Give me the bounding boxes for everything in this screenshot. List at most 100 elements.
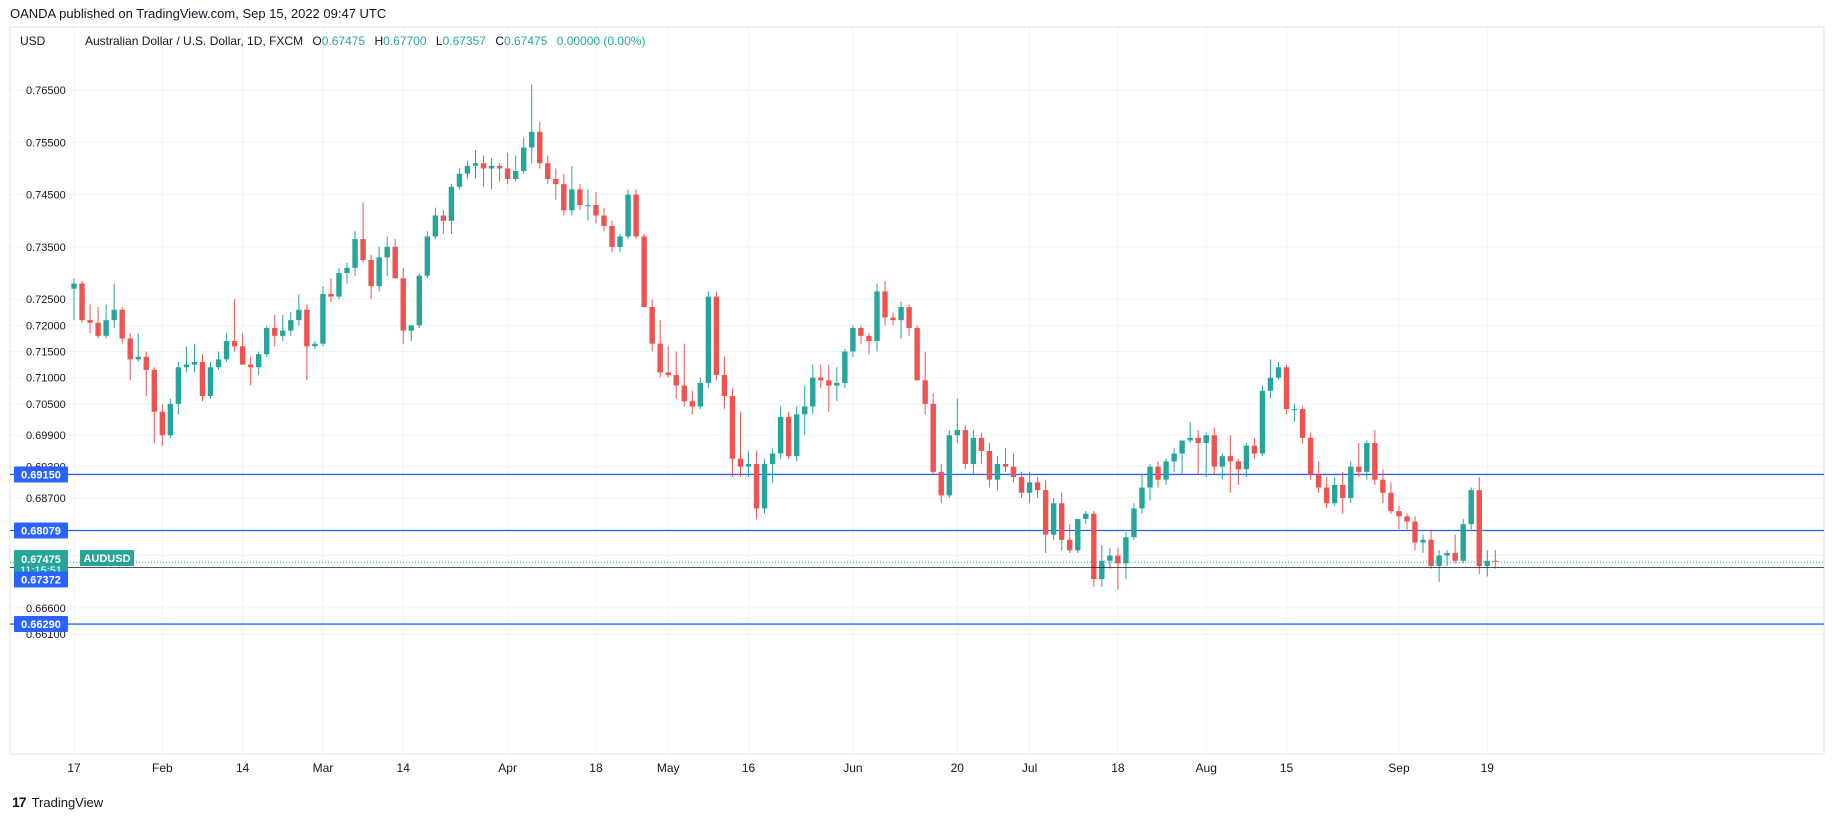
candle-body	[938, 471, 944, 496]
hline-price-label: 0.68079	[21, 525, 61, 537]
candle-body	[424, 236, 431, 276]
candle	[1291, 403, 1298, 423]
time-axis: 17 Feb 14 Mar 14 Apr 18 May 16 Jun 20 Jul 18 Aug 15 Sep…	[67, 761, 1494, 775]
candle	[1179, 440, 1185, 475]
candle	[1107, 547, 1113, 569]
time-tick-label: Jul	[1022, 761, 1037, 775]
time-tick-label: Mar	[313, 761, 334, 775]
candle	[1050, 498, 1057, 540]
candle-body	[890, 317, 896, 321]
time-tick-label: Aug	[1196, 761, 1217, 775]
candle	[954, 398, 960, 444]
published-header: OANDA published on TradingView.com, Sep …	[10, 6, 387, 21]
candle-body	[1315, 474, 1322, 488]
candle-body	[1058, 503, 1065, 540]
candle-body	[1323, 487, 1330, 504]
candle	[898, 301, 904, 339]
candle	[1404, 513, 1410, 530]
candle-body	[922, 380, 928, 404]
candle	[657, 320, 663, 378]
candle	[729, 388, 736, 478]
candle	[826, 364, 832, 412]
candle-body	[167, 403, 174, 436]
candle-body	[1396, 511, 1402, 517]
candle	[1083, 511, 1089, 525]
candle-body	[1420, 539, 1426, 543]
candle	[207, 362, 214, 399]
time-tick-label: 14	[397, 761, 411, 775]
candle	[1460, 518, 1466, 564]
candle	[1075, 518, 1081, 553]
candle-body	[986, 450, 993, 480]
candle-body	[954, 430, 960, 436]
candle-body	[1091, 513, 1097, 580]
candle	[1283, 364, 1290, 415]
candle	[1147, 464, 1153, 501]
candle-body	[769, 453, 776, 464]
candle-body	[529, 131, 535, 148]
candle	[151, 367, 157, 444]
candle	[1139, 474, 1145, 514]
candle	[504, 152, 511, 185]
candle-body	[577, 189, 583, 206]
candle-body	[1131, 508, 1137, 538]
candle-body	[1404, 516, 1410, 522]
candle-body	[1348, 466, 1354, 498]
candle	[95, 307, 101, 339]
legend-c-label: C	[495, 34, 504, 48]
horizontal-lines	[10, 473, 1824, 625]
time-tick-label: May	[657, 761, 680, 775]
candles	[71, 84, 1499, 590]
time-tick-label: 18	[589, 761, 603, 775]
candle-body	[1010, 466, 1017, 478]
candle-body	[504, 168, 511, 179]
candle-body	[223, 341, 230, 360]
candle	[785, 411, 792, 459]
candle-body	[633, 194, 639, 237]
candle	[1227, 435, 1234, 493]
candle-body	[601, 215, 607, 226]
candle	[842, 348, 848, 389]
candle-body	[1050, 503, 1057, 535]
candle-body	[71, 283, 77, 289]
candle-body	[1259, 390, 1266, 454]
candle	[1067, 524, 1073, 553]
candle-body	[745, 464, 752, 467]
candle-body	[681, 385, 687, 402]
candle	[946, 430, 952, 498]
candle-body	[1211, 435, 1217, 467]
candle-body	[199, 362, 206, 396]
candle	[167, 398, 174, 438]
candle-body	[1227, 456, 1234, 462]
candle-body	[87, 320, 93, 323]
candle-body	[1388, 492, 1394, 512]
candle	[400, 267, 406, 344]
hline-price-badge	[14, 466, 68, 483]
candle-body	[537, 131, 543, 164]
candle-body	[159, 411, 166, 436]
candle	[665, 346, 671, 378]
candle	[970, 430, 977, 475]
candle-body	[641, 236, 647, 308]
candle	[673, 351, 679, 399]
candle	[488, 158, 495, 190]
candle-body	[1356, 466, 1362, 472]
candle	[914, 325, 920, 381]
candle	[553, 168, 559, 200]
candle	[1340, 471, 1346, 514]
tradingview-brand[interactable]: 17 TradingView	[12, 794, 103, 810]
candle-body	[994, 464, 1001, 480]
candle-body	[440, 215, 447, 221]
legend-c-value: 0.67475	[504, 34, 548, 48]
candle-body	[143, 356, 149, 370]
legend-l-value: 0.67357	[443, 34, 487, 48]
candle	[794, 406, 800, 462]
candle-body	[1171, 453, 1177, 462]
legend-h-label: H	[374, 34, 383, 48]
candle-body	[1340, 484, 1346, 498]
candle-body	[898, 307, 904, 321]
chart-legend: Australian Dollar / U.S. Dollar, 1D, FXC…	[85, 34, 645, 48]
candle	[978, 432, 985, 464]
candle-body	[1203, 435, 1209, 444]
